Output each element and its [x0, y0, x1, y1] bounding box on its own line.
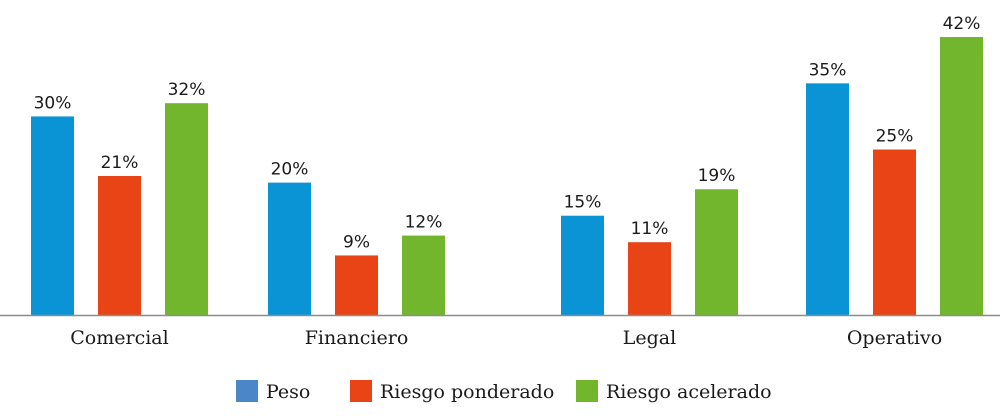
- legend-label: Riesgo acelerado: [606, 381, 772, 403]
- bar-comercial-2: [98, 176, 141, 315]
- legend-label: Riesgo ponderado: [380, 381, 554, 403]
- legend-item: Riesgo acelerado: [576, 380, 772, 403]
- data-label: 32%: [168, 80, 206, 100]
- bar-comercial-1: [31, 116, 74, 315]
- bar-comercial-3: [165, 103, 208, 315]
- legend-item: Riesgo ponderado: [350, 380, 554, 403]
- bar-financiero-2: [335, 255, 378, 315]
- data-label: 19%: [698, 166, 736, 186]
- category-label: Financiero: [305, 327, 409, 349]
- bar-operativo-2: [873, 149, 916, 315]
- bar-legal-2: [628, 242, 671, 315]
- data-labels-layer: 30% 21% 32% 20% 9% 12% 15% 11% 19% 35% 25% 42%: [34, 14, 981, 252]
- category-label: Legal: [623, 327, 676, 349]
- legend: Peso Riesgo ponderado Riesgo acelerado: [236, 380, 772, 403]
- data-label: 11%: [631, 219, 669, 239]
- legend-label: Peso: [266, 381, 310, 403]
- legend-item: Peso: [236, 380, 310, 403]
- category-label: Operativo: [847, 327, 942, 349]
- data-label: 15%: [564, 193, 602, 213]
- data-label: 30%: [34, 93, 72, 113]
- bar-legal-3: [695, 189, 738, 315]
- data-label: 21%: [101, 153, 139, 173]
- data-label: 20%: [271, 160, 309, 180]
- bar-legal-1: [561, 215, 604, 315]
- bar-operativo-3: [940, 37, 983, 315]
- legend-swatch: [236, 380, 258, 402]
- bar-financiero-3: [402, 235, 445, 315]
- data-label: 35%: [809, 60, 847, 80]
- bar-financiero-1: [268, 182, 311, 315]
- data-label: 25%: [876, 127, 914, 147]
- data-label: 42%: [943, 14, 981, 34]
- legend-swatch: [576, 380, 598, 402]
- data-label: 12%: [405, 213, 443, 233]
- bar-operativo-1: [806, 83, 849, 315]
- category-labels-layer: Comercial Financiero Legal Operativo: [70, 327, 942, 349]
- data-label: 9%: [343, 232, 370, 252]
- category-label: Comercial: [70, 327, 168, 349]
- bars-layer: [31, 37, 983, 315]
- legend-swatch: [350, 380, 372, 402]
